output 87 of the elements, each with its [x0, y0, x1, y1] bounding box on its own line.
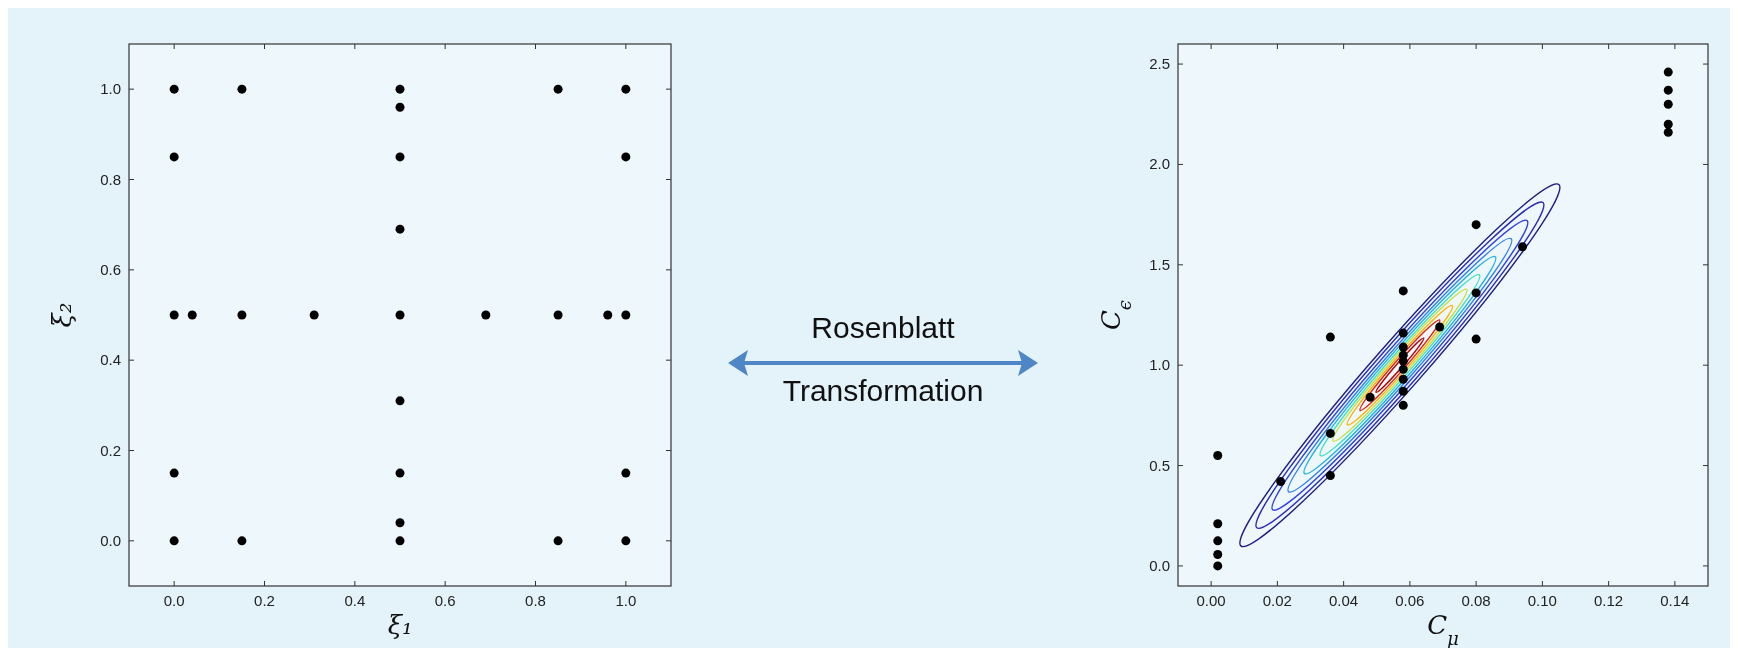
y-tick-label: 2.5 — [1149, 55, 1170, 73]
point — [187, 310, 197, 320]
x-tick-label: 0.0 — [163, 592, 185, 609]
x-tick-label: 0.6 — [434, 592, 456, 609]
x-tick-label: 0.12 — [1594, 592, 1624, 609]
point — [1398, 364, 1408, 374]
point — [309, 310, 319, 320]
point — [395, 396, 405, 406]
x-tick-label: 0.00 — [1196, 592, 1226, 609]
point — [621, 468, 631, 478]
point — [481, 310, 491, 320]
point — [1435, 322, 1445, 332]
point — [553, 536, 563, 546]
point — [1213, 536, 1223, 546]
x-tick-label: 0.08 — [1461, 592, 1491, 609]
point — [169, 152, 179, 162]
x-tick-label: 0.04 — [1329, 592, 1359, 609]
x-tick-label: 0.02 — [1262, 592, 1292, 609]
y-tick-label: 0.0 — [1149, 556, 1170, 574]
x-tick-label: 0.06 — [1395, 592, 1425, 609]
x-axis-title: ξ₁ — [387, 610, 413, 640]
point — [1213, 561, 1223, 571]
point — [1471, 334, 1481, 344]
point — [1663, 127, 1673, 137]
y-tick-label: 2.0 — [1149, 155, 1170, 173]
y-tick-label: 1.0 — [1149, 356, 1170, 374]
y-tick-label: 0.0 — [100, 531, 121, 549]
point — [1276, 477, 1286, 487]
point — [169, 310, 179, 320]
y-tick-label: 0.5 — [1149, 456, 1170, 474]
point — [1398, 328, 1408, 338]
y-tick-label: 0.4 — [100, 351, 121, 369]
point — [395, 152, 405, 162]
point — [1663, 119, 1673, 129]
point — [1471, 288, 1481, 298]
point — [169, 536, 179, 546]
point — [553, 310, 563, 320]
point — [1325, 428, 1335, 438]
point — [1213, 519, 1223, 529]
point — [1365, 392, 1375, 402]
x-axis-title: C$_{μ}$ — [1427, 610, 1459, 649]
point — [1398, 342, 1408, 352]
point — [621, 84, 631, 94]
point — [1663, 67, 1673, 77]
point — [1398, 386, 1408, 396]
point — [1663, 85, 1673, 95]
point — [395, 102, 405, 112]
text: Rosenblatt — [811, 311, 956, 344]
point — [237, 536, 247, 546]
y-tick-label: 0.8 — [100, 170, 121, 188]
point — [169, 468, 179, 478]
point — [395, 468, 405, 478]
point — [603, 310, 613, 320]
x-tick-label: 0.8 — [525, 592, 546, 609]
point — [621, 536, 631, 546]
point — [1471, 220, 1481, 230]
point — [1213, 549, 1223, 559]
point — [395, 310, 405, 320]
x-tick-label: 0.14 — [1660, 592, 1690, 609]
point — [553, 84, 563, 94]
point — [1325, 471, 1335, 481]
point — [1398, 400, 1408, 410]
point — [237, 84, 247, 94]
point — [1518, 242, 1527, 252]
y-tick-label: 0.6 — [100, 260, 121, 278]
y-tick-label: 1.5 — [1149, 255, 1170, 273]
point — [1663, 99, 1673, 109]
point — [1325, 332, 1335, 342]
x-tick-label: 0.4 — [344, 592, 366, 609]
point — [395, 84, 405, 94]
point — [1398, 286, 1408, 296]
point — [169, 84, 179, 94]
point — [1398, 374, 1408, 384]
x-tick-label: 0.10 — [1527, 592, 1557, 609]
point — [1213, 451, 1223, 461]
point — [395, 536, 405, 546]
point — [395, 224, 405, 234]
y-tick-label: 0.2 — [100, 441, 121, 459]
point — [621, 152, 631, 162]
y-tick-label: 1.0 — [100, 80, 121, 98]
text: Transformation — [782, 374, 984, 407]
point — [395, 518, 405, 528]
x-tick-label: 0.2 — [254, 592, 275, 609]
point — [621, 310, 631, 320]
point — [237, 310, 247, 320]
x-tick-label: 1.0 — [615, 592, 637, 609]
y-axis-title: ξ₂ — [47, 302, 77, 328]
